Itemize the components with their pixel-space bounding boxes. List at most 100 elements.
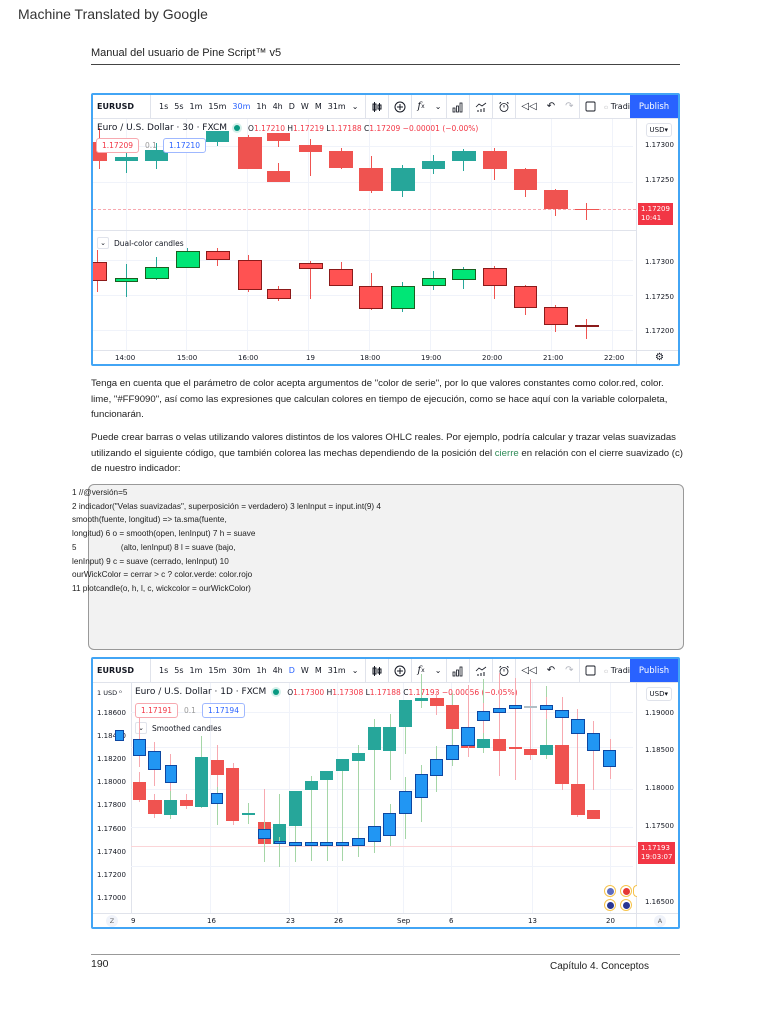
- compare-plus-icon[interactable]: [389, 95, 413, 118]
- interval-d[interactable]: D: [288, 102, 295, 111]
- interval-15m[interactable]: 15m: [208, 666, 227, 675]
- price-axis-label: 1.17300: [645, 141, 674, 149]
- replay-icon[interactable]: ◁◁: [521, 101, 537, 112]
- code-line: 2 indicador("Velas suavizadas", superpos…: [72, 501, 381, 511]
- interval-30m[interactable]: 30m: [232, 102, 251, 111]
- economic-event-icon[interactable]: [633, 885, 637, 897]
- market-status-dot[interactable]: [234, 125, 241, 131]
- trading-panel-button[interactable]: Tradi: [601, 95, 630, 118]
- indicators-dropdown-icon[interactable]: ⌄: [430, 659, 448, 682]
- undo-icon[interactable]: ↶: [546, 101, 556, 112]
- right-axis-label: 1.16500: [645, 898, 674, 906]
- interval-selector: 1s 5s 1m 15m 30m 1h 4h D W M 31m ⌄: [151, 659, 367, 682]
- economic-event-icon[interactable]: [604, 885, 616, 897]
- left-axis-label: 1.17200: [97, 871, 126, 879]
- buy-button[interactable]: 1.17194: [201, 703, 245, 718]
- templates-icon[interactable]: [470, 95, 494, 118]
- code-lines: 1 //@versión=5 2 indicador("Velas suaviz…: [72, 486, 381, 596]
- left-axis-label: 1.17800: [97, 801, 126, 809]
- market-status-dot[interactable]: [273, 689, 280, 695]
- undo-icon[interactable]: ↶: [546, 665, 556, 676]
- pane-price-axis-label: 1.17200: [645, 327, 674, 335]
- symbol-search-button[interactable]: EURUSD: [93, 659, 151, 682]
- code-line: 5 (alto, lenInput) 8 l = suave (bajo,: [72, 542, 236, 552]
- candles-icon[interactable]: [366, 95, 390, 118]
- replay-icon[interactable]: ◁◁: [521, 665, 537, 676]
- interval-dropdown-icon[interactable]: ⌄: [351, 666, 359, 675]
- right-axis-label: 1.18000: [645, 784, 674, 792]
- auto-scale-a-button[interactable]: A: [654, 915, 666, 927]
- layout-square-icon[interactable]: [580, 95, 601, 118]
- currency-selector[interactable]: USD▾: [645, 123, 672, 137]
- interval-5s[interactable]: 5s: [174, 666, 184, 675]
- bar-chart-icon[interactable]: [447, 659, 471, 682]
- bar-chart-icon[interactable]: [447, 95, 471, 118]
- code-line: longitud) 6 o = smooth(open, lenInput) 7…: [72, 529, 256, 539]
- interval-1s[interactable]: 1s: [159, 666, 169, 675]
- currency-selector[interactable]: USD▾: [645, 687, 672, 701]
- buy-button[interactable]: 1.17210: [162, 138, 206, 153]
- chart-legend: Euro / U.S. Dollar · 1D · FXCM O1.17300 …: [135, 687, 518, 697]
- interval-1m[interactable]: 1m: [189, 102, 203, 111]
- alert-clock-icon[interactable]: [493, 659, 517, 682]
- cierre-link[interactable]: cierre: [494, 447, 519, 459]
- page-header: Manual del usuario de Pine Script™ v5: [91, 47, 680, 65]
- pane-price-axis-label: 1.17300: [645, 258, 674, 266]
- interval-4h[interactable]: 4h: [272, 102, 283, 111]
- economic-event-icon[interactable]: [620, 885, 632, 897]
- interval-m[interactable]: M: [314, 666, 322, 675]
- chart-smoothed-candles[interactable]: EURUSD 1s 5s 1m 15m 30m 1h 4h D W M 31m …: [91, 657, 680, 929]
- indicators-dropdown-icon[interactable]: ⌄: [430, 95, 448, 118]
- interval-30m[interactable]: 30m: [232, 666, 251, 675]
- alert-clock-icon[interactable]: [493, 95, 517, 118]
- interval-5s[interactable]: 5s: [174, 102, 184, 111]
- sell-button[interactable]: 1.17209: [96, 138, 140, 153]
- interval-w[interactable]: W: [300, 102, 309, 111]
- interval-d[interactable]: D: [288, 666, 295, 675]
- symbol-search-button[interactable]: EURUSD: [93, 95, 151, 118]
- chart-legend: Euro / U.S. Dollar · 30 · FXCM O1.17210 …: [97, 123, 478, 133]
- timezone-z-button[interactable]: Z: [106, 915, 118, 927]
- left-scale-label[interactable]: 1 USD ⁰: [97, 689, 122, 697]
- economic-event-icon[interactable]: [604, 899, 616, 911]
- layout-square-icon[interactable]: [580, 659, 601, 682]
- time-axis[interactable]: 14:00 15:00 16:00 19 18:00 19:00 20:00 2…: [93, 350, 678, 364]
- indicator-pane-title: ⌄ Dual-color candles: [97, 237, 184, 249]
- interval-15m[interactable]: 15m: [208, 102, 227, 111]
- collapse-chevron-icon[interactable]: ⌄: [97, 237, 109, 249]
- interval-w[interactable]: W: [300, 666, 309, 675]
- time-axis[interactable]: Z 9 16 23 26 Sep 6 13 20 A: [93, 913, 678, 927]
- left-axis-label: 1.18600: [97, 709, 126, 717]
- candles-icon[interactable]: [366, 659, 390, 682]
- paragraph-color-argument: Tenga en cuenta que el parámetro de colo…: [91, 378, 668, 420]
- publish-button[interactable]: Publish: [630, 659, 678, 682]
- gear-icon[interactable]: ⚙: [655, 352, 664, 363]
- interval-4h[interactable]: 4h: [272, 666, 283, 675]
- interval-31m[interactable]: 31m: [327, 666, 346, 675]
- sell-button[interactable]: 1.17191: [135, 703, 179, 718]
- interval-dropdown-icon[interactable]: ⌄: [351, 102, 359, 111]
- interval-1s[interactable]: 1s: [159, 102, 169, 111]
- compare-plus-icon[interactable]: [389, 659, 413, 682]
- publish-button[interactable]: Publish: [630, 95, 678, 118]
- chart-dual-color-candles[interactable]: EURUSD 1s 5s 1m 15m 30m 1h 4h D W M 31m …: [91, 93, 680, 366]
- templates-icon[interactable]: [470, 659, 494, 682]
- trading-panel-button[interactable]: Tradi: [601, 659, 630, 682]
- interval-1h[interactable]: 1h: [256, 102, 267, 111]
- interval-selector: 1s 5s 1m 15m 30m 1h 4h D W M 31m ⌄: [151, 95, 367, 118]
- collapse-chevron-icon[interactable]: ⌄: [135, 722, 147, 734]
- interval-1m[interactable]: 1m: [189, 666, 203, 675]
- code-line: 11 plotcandle(o, h, l, c, wickcolor = ou…: [72, 583, 251, 593]
- pane-price-axis-label: 1.17250: [645, 293, 674, 301]
- interval-31m[interactable]: 31m: [327, 102, 346, 111]
- interval-m[interactable]: M: [314, 102, 322, 111]
- redo-icon[interactable]: ↷: [560, 659, 580, 682]
- indicator-title: ⌄ Smoothed candles: [135, 722, 222, 734]
- code-block: [88, 484, 684, 650]
- interval-1h[interactable]: 1h: [256, 666, 267, 675]
- machine-translated-banner: Machine Translated by Google: [18, 6, 208, 22]
- redo-icon[interactable]: ↷: [560, 95, 580, 118]
- economic-event-icon[interactable]: [620, 899, 632, 911]
